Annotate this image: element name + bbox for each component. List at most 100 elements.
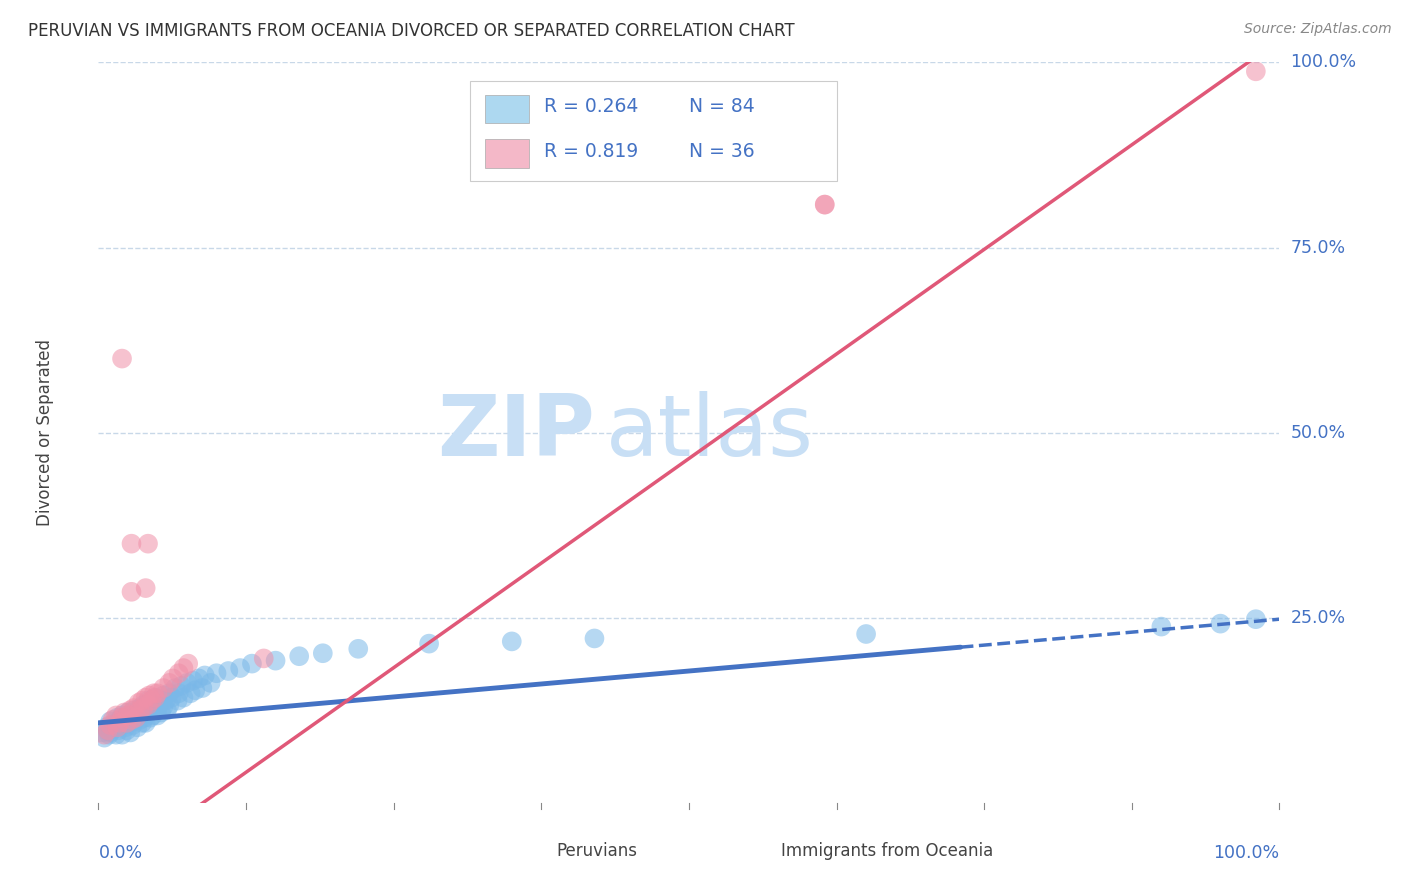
Point: [112, 715, 135, 730]
Point: [128, 696, 150, 710]
Point: [855, 627, 877, 641]
Point: [141, 693, 163, 707]
Point: [172, 690, 194, 705]
Point: [136, 698, 159, 712]
Point: [105, 715, 128, 730]
Point: [121, 718, 143, 732]
Point: [128, 713, 150, 727]
Point: [152, 689, 174, 703]
Text: 100.0%: 100.0%: [1213, 844, 1279, 862]
Point: [121, 584, 143, 599]
Point: [120, 725, 142, 739]
Bar: [485, 139, 530, 168]
Point: [117, 708, 139, 723]
Text: 75.0%: 75.0%: [1291, 238, 1346, 257]
Point: [136, 693, 159, 707]
Point: [157, 676, 180, 690]
Point: [157, 698, 180, 712]
Point: [128, 703, 150, 717]
Point: [229, 661, 252, 675]
Point: [125, 708, 148, 723]
Point: [120, 703, 142, 717]
Point: [117, 706, 139, 720]
Point: [105, 728, 128, 742]
Text: R = 0.819: R = 0.819: [544, 142, 638, 161]
Point: [1209, 616, 1232, 631]
Point: [187, 672, 209, 686]
Point: [149, 696, 172, 710]
Point: [105, 708, 128, 723]
Text: 50.0%: 50.0%: [1291, 424, 1346, 442]
Point: [142, 708, 165, 723]
Point: [97, 723, 120, 738]
Point: [115, 723, 138, 738]
Point: [135, 715, 157, 730]
Point: [165, 681, 187, 695]
Point: [121, 708, 143, 723]
Point: [264, 654, 287, 668]
Text: Divorced or Separated: Divorced or Separated: [37, 339, 55, 526]
Text: R = 0.264: R = 0.264: [544, 97, 638, 116]
Point: [115, 715, 138, 730]
Point: [152, 681, 174, 695]
Point: [1244, 612, 1267, 626]
Point: [118, 713, 141, 727]
Point: [135, 703, 157, 717]
Point: [166, 693, 188, 707]
Point: [98, 728, 121, 742]
Point: [132, 701, 155, 715]
Point: [98, 714, 121, 729]
Point: [180, 686, 202, 700]
Point: [134, 711, 156, 725]
Point: [347, 641, 370, 656]
Point: [117, 715, 139, 730]
Point: [122, 701, 145, 715]
Point: [111, 711, 134, 725]
Point: [181, 673, 204, 688]
Point: [160, 690, 183, 705]
Point: [101, 718, 124, 732]
Point: [1150, 619, 1173, 633]
Text: N = 36: N = 36: [689, 142, 755, 161]
Point: [205, 666, 228, 681]
Point: [135, 581, 157, 595]
Point: [136, 536, 159, 550]
Point: [103, 722, 125, 736]
Point: [167, 666, 190, 681]
Point: [98, 718, 121, 732]
Point: [146, 686, 169, 700]
Point: [96, 720, 118, 734]
Point: [110, 718, 132, 732]
Text: 25.0%: 25.0%: [1291, 608, 1346, 627]
Point: [155, 693, 177, 707]
Point: [97, 723, 120, 738]
Point: [157, 686, 180, 700]
Point: [114, 720, 136, 734]
Point: [122, 714, 145, 729]
Point: [138, 706, 160, 720]
Point: [108, 715, 131, 730]
Point: [127, 720, 149, 734]
Point: [128, 701, 150, 715]
Point: [418, 637, 440, 651]
Point: [146, 708, 169, 723]
Text: 100.0%: 100.0%: [1291, 54, 1357, 71]
Point: [170, 679, 193, 693]
Point: [105, 711, 128, 725]
Point: [501, 634, 523, 648]
Point: [121, 713, 143, 727]
Point: [129, 706, 152, 720]
Point: [217, 664, 239, 678]
Point: [93, 728, 115, 742]
Text: Source: ZipAtlas.com: Source: ZipAtlas.com: [1244, 22, 1392, 37]
Point: [135, 690, 157, 705]
Point: [111, 351, 134, 366]
Point: [152, 699, 174, 714]
Text: N = 84: N = 84: [689, 97, 755, 116]
Point: [125, 711, 148, 725]
Point: [312, 646, 335, 660]
Text: PERUVIAN VS IMMIGRANTS FROM OCEANIA DIVORCED OR SEPARATED CORRELATION CHART: PERUVIAN VS IMMIGRANTS FROM OCEANIA DIVO…: [28, 22, 794, 40]
Point: [111, 728, 134, 742]
Text: Immigrants from Oceania: Immigrants from Oceania: [782, 842, 993, 860]
Text: ZIP: ZIP: [437, 391, 595, 475]
